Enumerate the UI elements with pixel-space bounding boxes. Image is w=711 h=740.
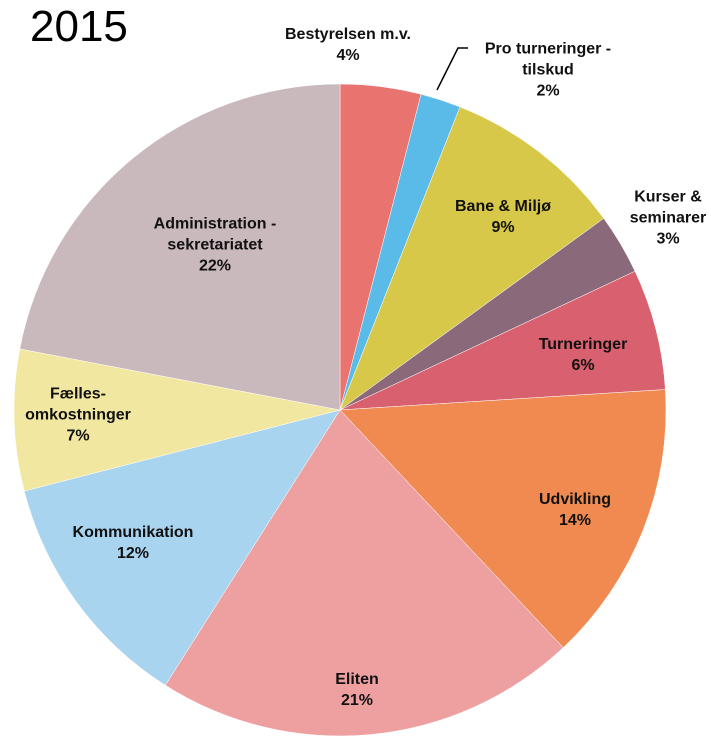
- category-label: Bane & Miljø: [454, 198, 551, 215]
- category-label: Udvikling: [538, 491, 611, 508]
- value-label: 6%: [571, 357, 595, 374]
- chart-title: 2015: [30, 2, 128, 51]
- value-label: 4%: [336, 47, 360, 64]
- pie-slice: [13, 348, 341, 492]
- value-label: 9%: [491, 219, 515, 236]
- pie-slice: [339, 389, 667, 648]
- value-label: 7%: [66, 427, 90, 445]
- slice-label: Bane & Miljø 9%: [438, 196, 568, 238]
- pie-slice: [339, 106, 605, 411]
- leader-line: [436, 47, 468, 91]
- value-label: 22%: [198, 257, 232, 275]
- category-label: Turneringer: [538, 336, 628, 353]
- category-label: Kurser & seminarer: [629, 188, 707, 227]
- value-label: 14%: [558, 512, 592, 529]
- slice-label: Bestyrelsen m.v. 4%: [248, 24, 448, 66]
- slice-label: Fælles-omkostninger 7%: [13, 384, 143, 447]
- slice-label: Eliten 21%: [297, 669, 417, 711]
- category-label: Eliten: [335, 671, 379, 688]
- category-label: Bestyrelsen m.v.: [285, 26, 411, 43]
- value-label: 21%: [340, 692, 374, 709]
- category-label: Fælles-omkostninger: [25, 385, 131, 424]
- pie-slice: [339, 270, 666, 411]
- category-label: Administration - sekretariatet: [153, 215, 277, 254]
- value-label: 12%: [116, 545, 150, 562]
- pie-slice: [23, 409, 341, 686]
- value-label: 3%: [656, 230, 680, 248]
- slice-label: Turneringer 6%: [518, 334, 648, 376]
- pie-slice: [19, 83, 341, 411]
- slice-label: Kurser & seminarer 3%: [618, 187, 711, 250]
- category-label: Pro turneringer - tilskud: [484, 40, 612, 79]
- slice-label: Pro turneringer - tilskud 2%: [463, 39, 633, 102]
- slice-label: Udvikling 14%: [515, 489, 635, 531]
- category-label: Kommunikation: [72, 524, 194, 541]
- value-label: 2%: [536, 82, 560, 100]
- slice-label: Kommunikation 12%: [43, 522, 223, 564]
- slice-label: Administration - sekretariatet 22%: [110, 214, 320, 277]
- pie-slice: [164, 409, 564, 737]
